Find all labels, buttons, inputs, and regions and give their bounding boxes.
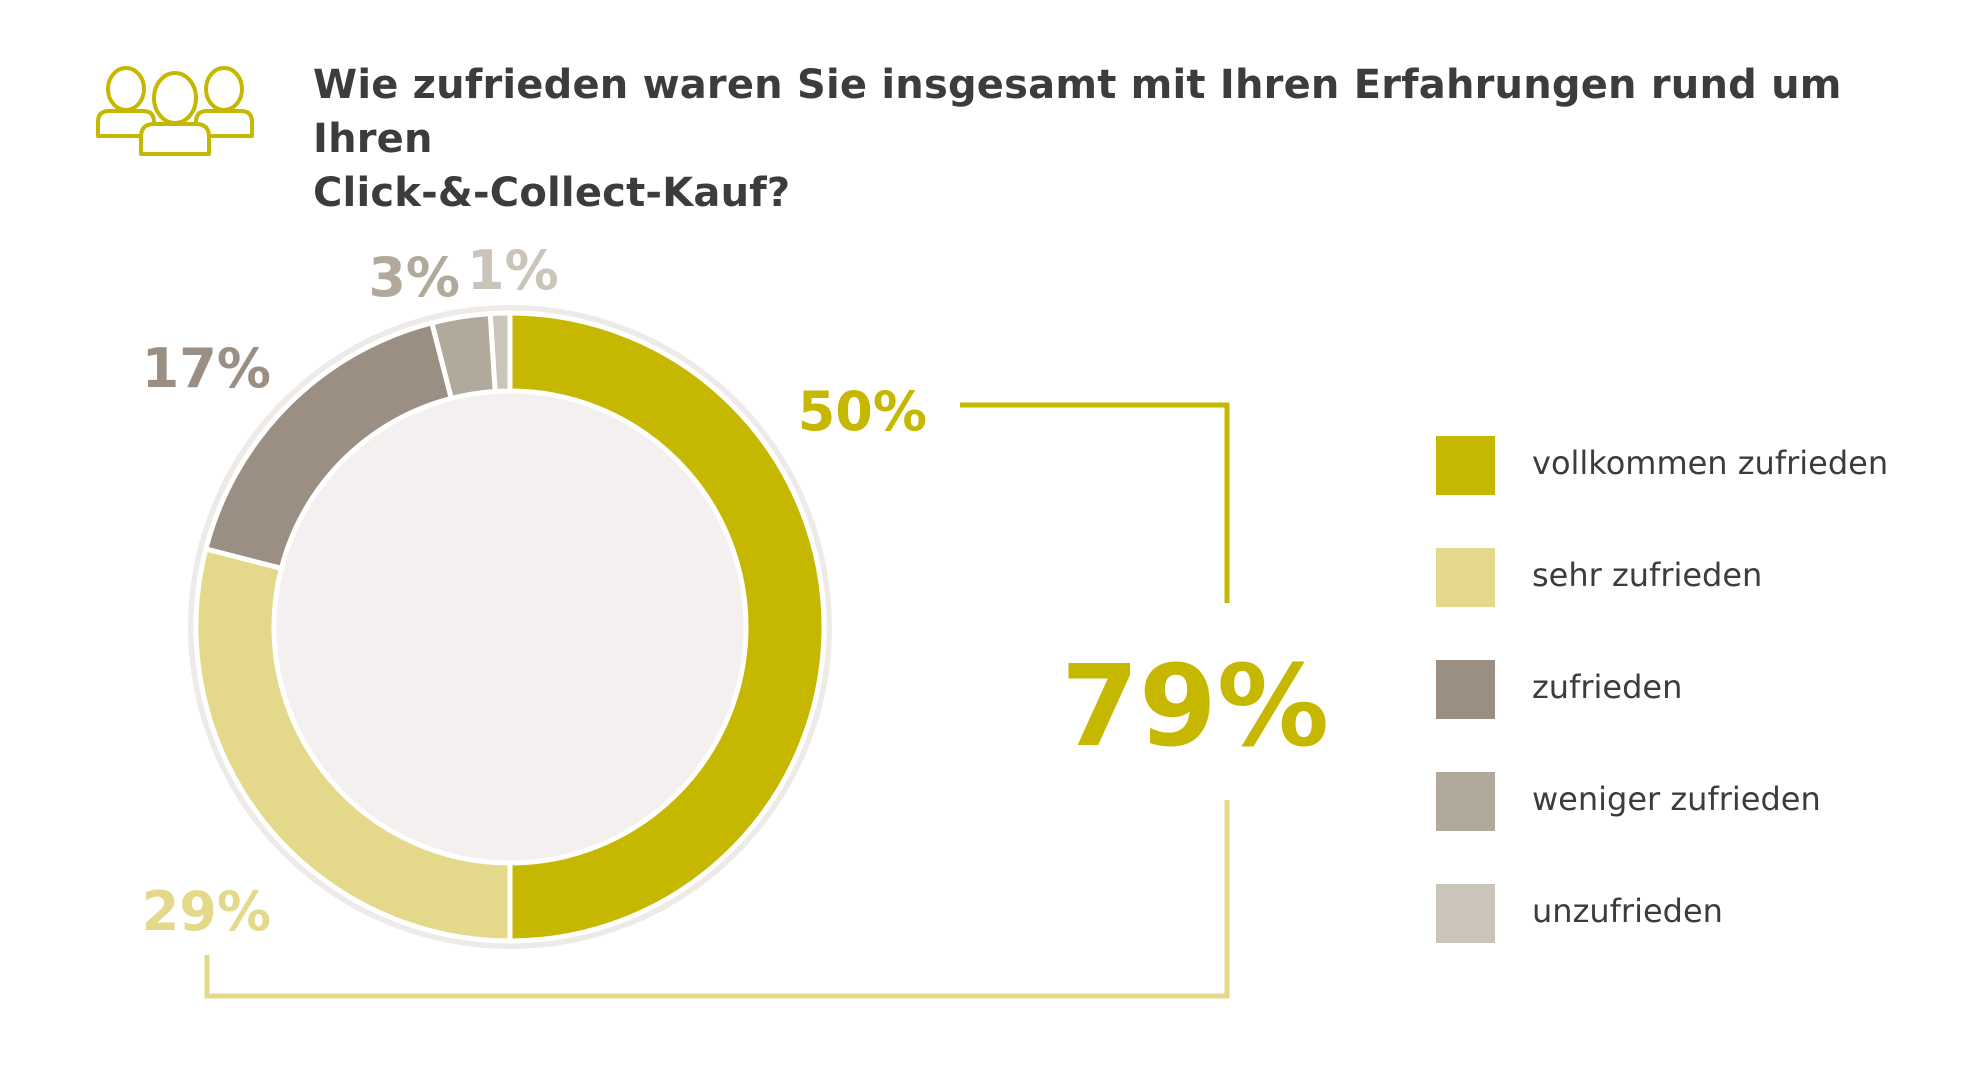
legend-label: unzufrieden [1532, 892, 1723, 930]
chart-title: Wie zufrieden waren Sie insgesamt mit Ih… [313, 58, 1913, 220]
donut-slice-sehr-zufrieden [193, 545, 513, 944]
people-group-icon [96, 66, 254, 156]
legend-label: zufrieden [1532, 668, 1683, 706]
donut-slices [193, 310, 827, 944]
data-label-sehr-zufrieden: 29% [142, 880, 271, 943]
donut-center [276, 393, 744, 861]
bracket [204, 402, 1230, 999]
legend-label: weniger zufrieden [1532, 780, 1821, 818]
legend-swatch [1436, 660, 1495, 719]
bracket-top-line [960, 402, 1230, 603]
combined-percent-label: 79% [1061, 642, 1329, 772]
data-label-weniger-zufrieden: 3% [368, 246, 460, 309]
chart-title-line-1: Wie zufrieden waren Sie insgesamt mit Ih… [313, 62, 1842, 162]
legend-swatch [1436, 436, 1495, 495]
data-label-vollkommen-zufrieden: 50% [798, 380, 927, 443]
data-label-unzufrieden: 1% [467, 239, 559, 302]
legend-label: vollkommen zufrieden [1532, 444, 1889, 482]
data-labels: 50% 29% 17% 3% 1% [142, 239, 927, 943]
legend-swatch [1436, 884, 1495, 943]
legend-swatch [1436, 548, 1495, 607]
legend-swatch [1436, 772, 1495, 831]
donut-slice-unzufrieden [487, 310, 513, 395]
bracket-bottom-line [204, 800, 1230, 999]
donut-slice-vollkommen-zufrieden [507, 310, 827, 944]
legend-label: sehr zufrieden [1532, 556, 1763, 594]
chart-title-line-2: Click-&-Collect-Kauf? [313, 170, 791, 216]
data-label-zufrieden: 17% [142, 337, 271, 400]
donut-outer-ring [188, 305, 832, 949]
